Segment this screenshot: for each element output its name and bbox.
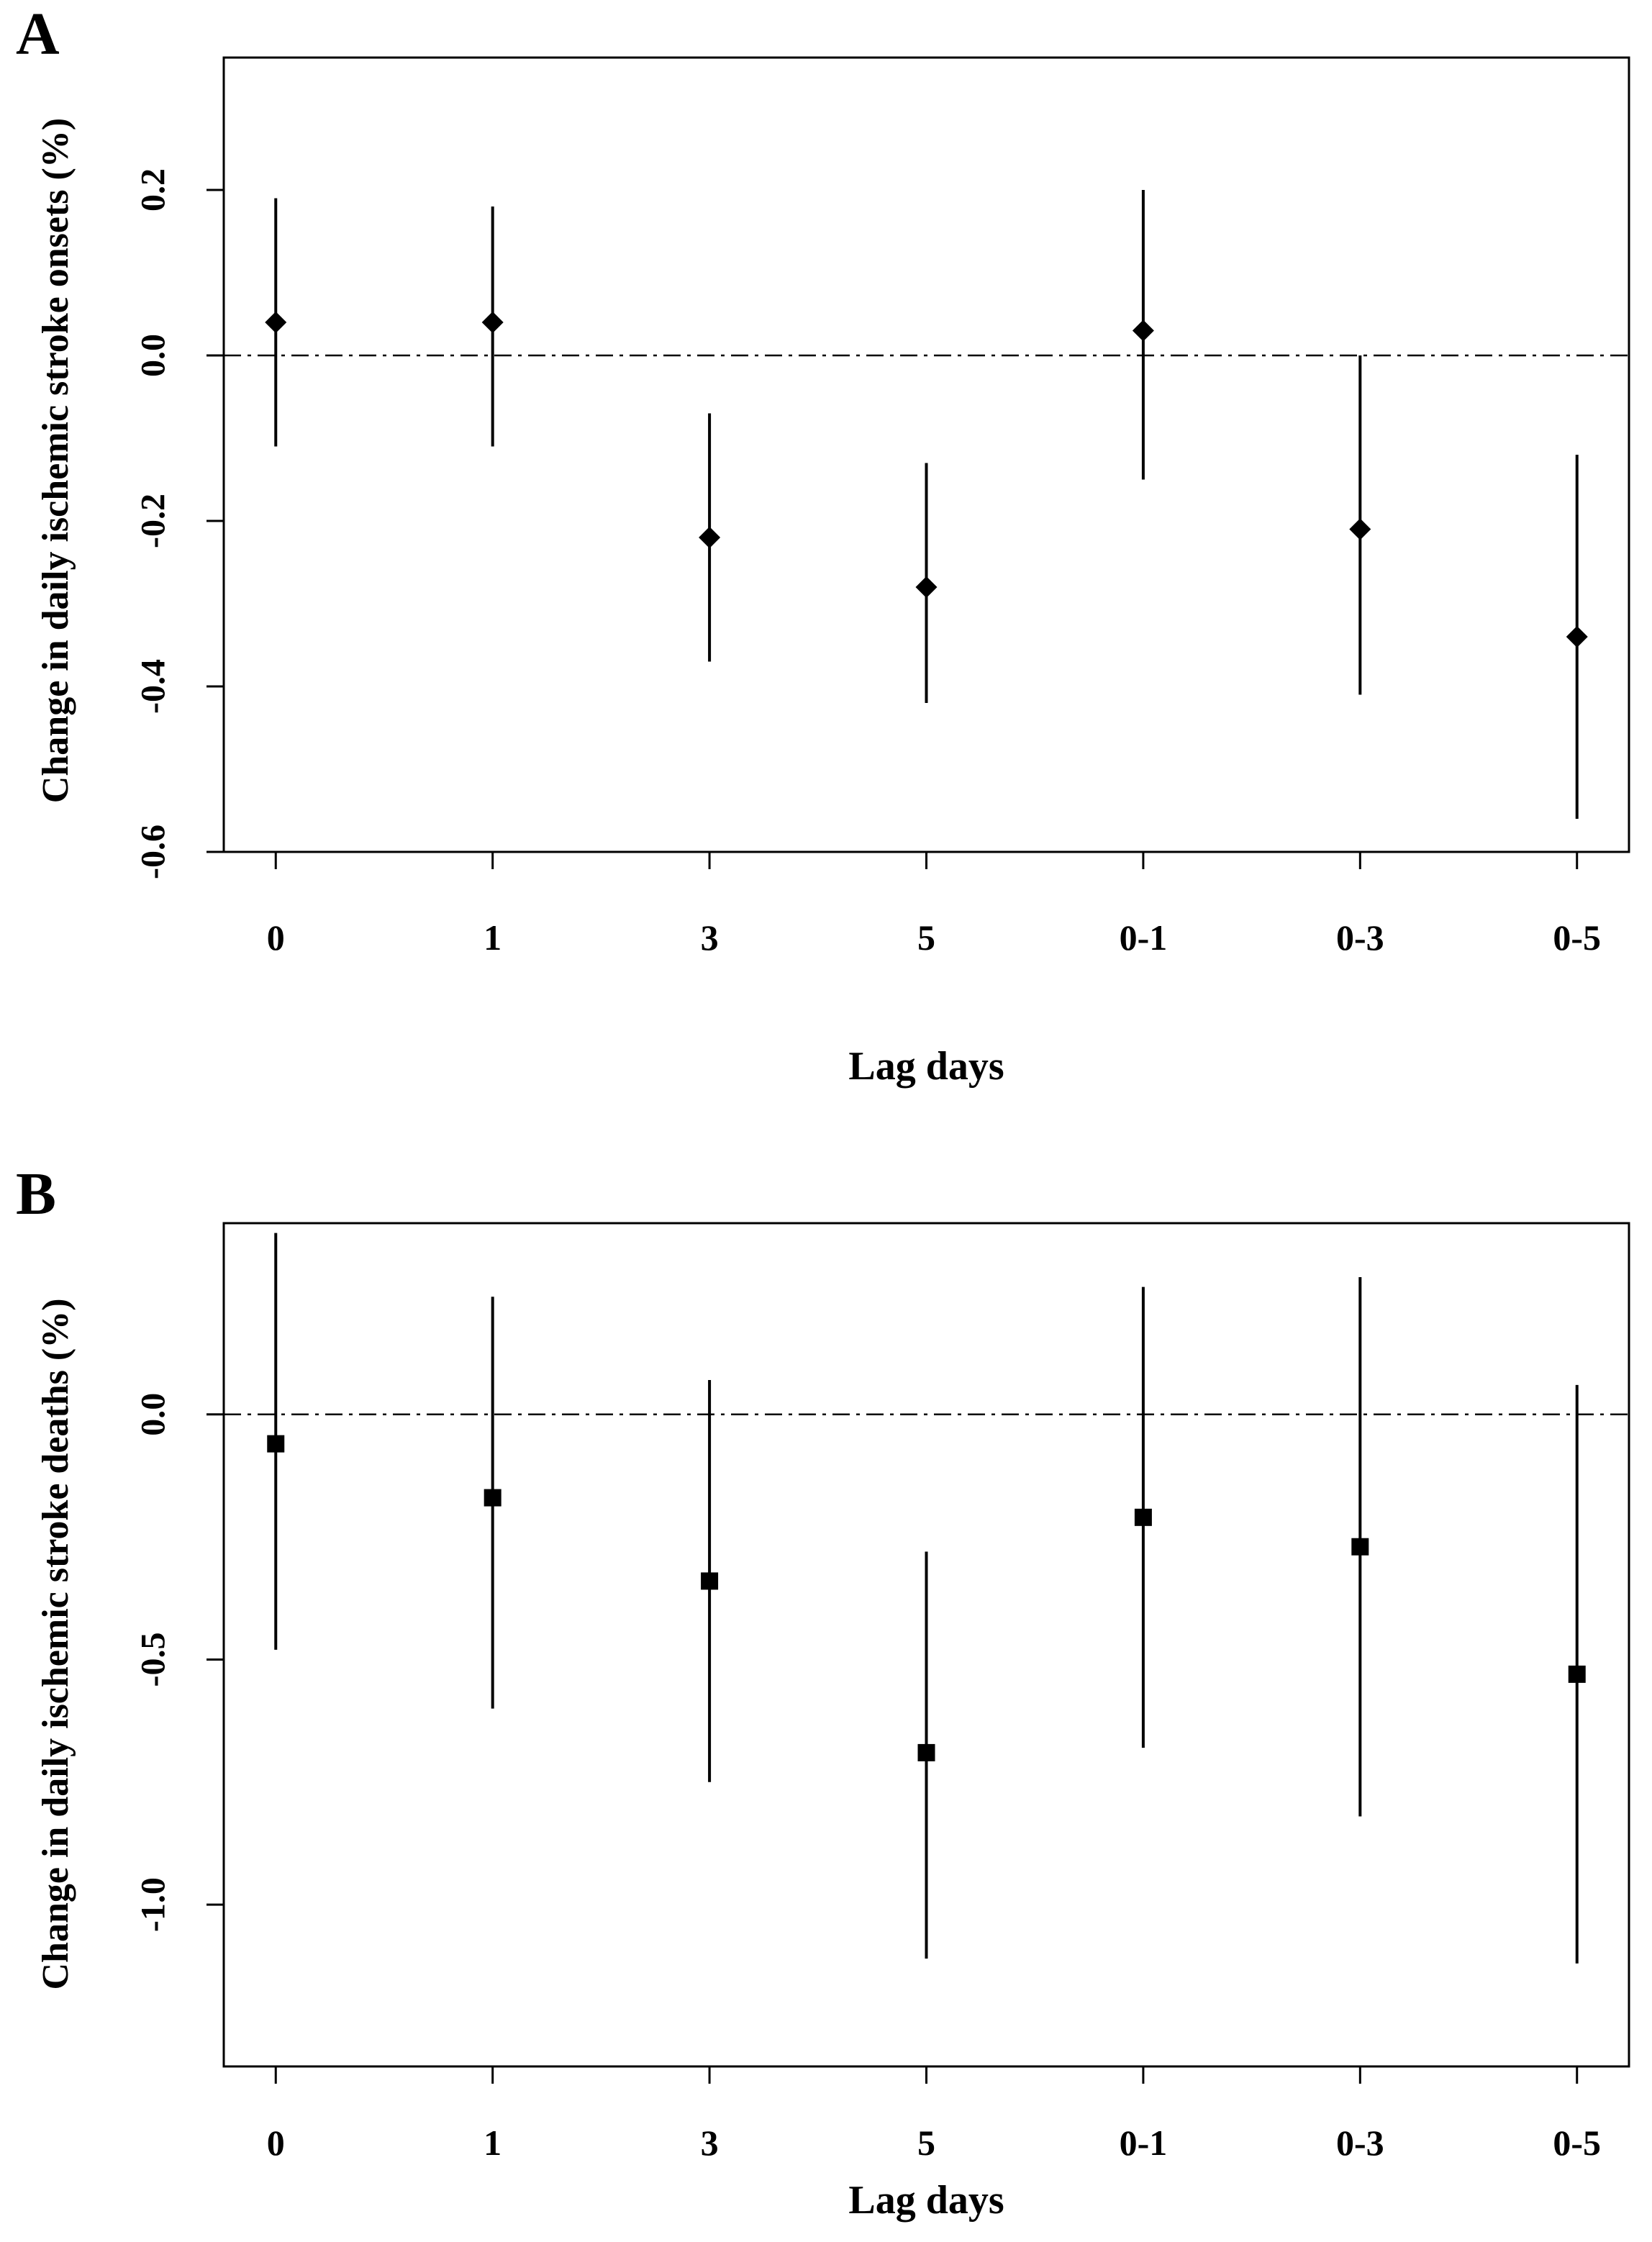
point-marker-diamond bbox=[481, 312, 504, 333]
point-marker-diamond bbox=[1132, 319, 1154, 342]
point-marker-diamond bbox=[699, 527, 721, 548]
x-tick-label: 0-5 bbox=[1553, 2123, 1601, 2163]
plot-frame bbox=[222, 56, 1630, 853]
y-tick-label: -1.0 bbox=[135, 1877, 173, 1932]
point-marker-square bbox=[1568, 1665, 1586, 1683]
panel-b-x-axis-title: Lag days bbox=[848, 2178, 1004, 2223]
x-tick-label: 0-1 bbox=[1120, 2123, 1168, 2163]
y-tick-label: -0.2 bbox=[135, 494, 173, 548]
y-tick-label: 0.2 bbox=[135, 168, 173, 212]
x-tick-label: 0-3 bbox=[1336, 917, 1384, 958]
point-marker-square bbox=[917, 1743, 935, 1761]
x-tick-label: 3 bbox=[701, 2123, 719, 2163]
x-tick-label: 0 bbox=[267, 917, 285, 958]
point-marker-diamond bbox=[1566, 626, 1588, 648]
x-tick-label: 3 bbox=[701, 917, 719, 958]
y-tick-label: -0.6 bbox=[135, 825, 173, 879]
x-tick-label: 0-5 bbox=[1553, 917, 1601, 958]
x-tick-label: 0-3 bbox=[1336, 2123, 1384, 2163]
x-tick-label: 1 bbox=[484, 917, 502, 958]
x-tick-label: 5 bbox=[917, 917, 935, 958]
point-marker-square bbox=[701, 1572, 719, 1590]
y-tick-label: -0.4 bbox=[135, 659, 173, 714]
panel-a-letter: A bbox=[16, 1, 60, 68]
panel-b-letter: B bbox=[16, 1161, 57, 1227]
y-tick-label: -0.5 bbox=[135, 1632, 173, 1687]
panel-a-y-axis-title: Change in daily ischemic stroke onsets (… bbox=[35, 117, 76, 804]
y-tick-label: 0.0 bbox=[135, 1393, 173, 1436]
x-tick-label: 0-1 bbox=[1120, 917, 1168, 958]
point-marker-diamond bbox=[915, 576, 938, 598]
panel-a-x-axis-title: Lag days bbox=[848, 1044, 1004, 1089]
point-marker-diamond bbox=[265, 312, 287, 333]
x-tick-label: 1 bbox=[484, 2123, 502, 2163]
panel-b: 0.0 -0.5 -1.0 0 1 3 5 0-1 0-3 0-5 bbox=[135, 1222, 1630, 2163]
panel-b-y-axis-title: Change in daily ischemic stroke deaths (… bbox=[35, 1298, 76, 1990]
point-marker-square bbox=[267, 1435, 285, 1453]
point-marker-square bbox=[484, 1489, 502, 1507]
y-tick-label: 0.0 bbox=[135, 334, 173, 377]
point-marker-diamond bbox=[1349, 518, 1371, 540]
point-marker-square bbox=[1134, 1508, 1152, 1526]
point-marker-square bbox=[1351, 1538, 1369, 1556]
x-tick-label: 5 bbox=[917, 2123, 935, 2163]
x-tick-label: 0 bbox=[267, 2123, 285, 2163]
panel-a: 0.2 0.0 -0.2 -0.4 -0.6 0 1 3 5 0-1 0-3 0-5 bbox=[135, 56, 1630, 958]
